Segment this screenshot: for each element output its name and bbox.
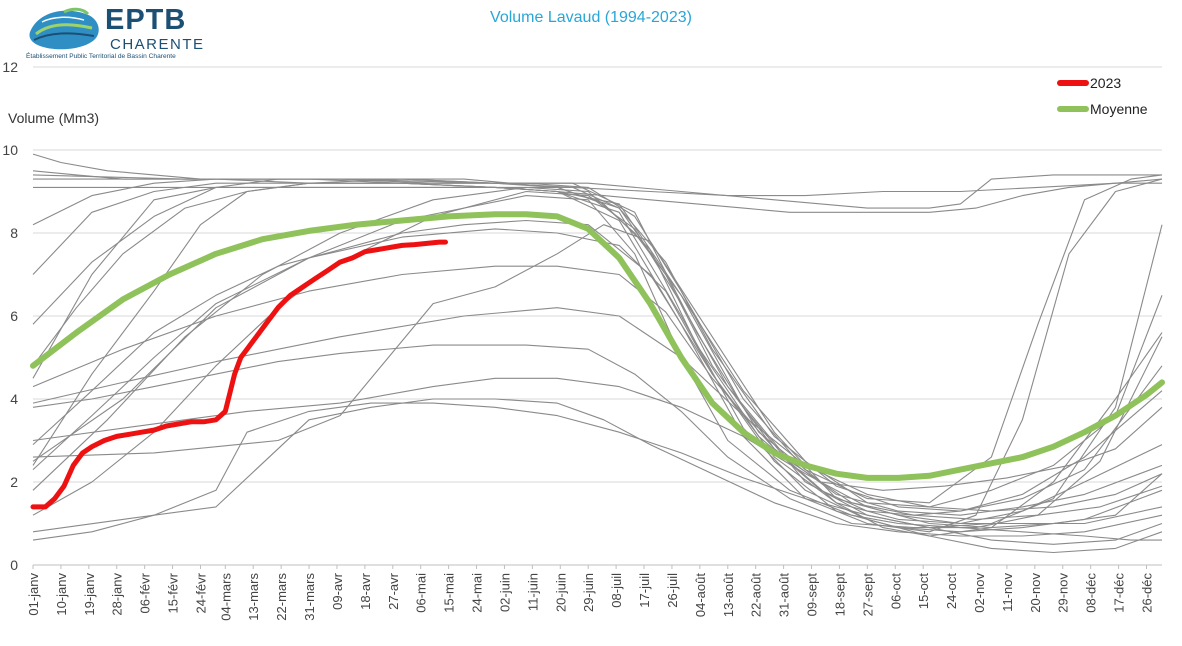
historical-year-line xyxy=(32,178,1163,491)
x-tick-label: 15-oct xyxy=(916,573,931,610)
x-tick-label: 11-juin xyxy=(525,573,540,611)
x-tick-label: 06-févr xyxy=(138,572,153,613)
y-tick-label: 0 xyxy=(10,557,18,573)
x-tick-label: 17-juil xyxy=(637,573,652,608)
logo-sub-text: CHARENTE xyxy=(110,36,205,53)
x-tick-label: 04-mars xyxy=(218,573,233,621)
x-tick-label: 28-janv xyxy=(110,573,125,616)
y-tick-label: 6 xyxy=(10,308,18,324)
x-tick-label: 09-sept xyxy=(805,573,820,617)
x-tick-label: 02-juin xyxy=(497,573,512,612)
x-tick-label: 31-mars xyxy=(302,573,317,621)
x-tick-label: 29-juin xyxy=(581,573,596,612)
x-tick-label: 18-sept xyxy=(832,573,847,617)
x-tick-label: 18-avr xyxy=(358,572,373,610)
chart-title: Volume Lavaud (1994-2023) xyxy=(490,9,692,26)
historical-year-line xyxy=(32,186,1163,554)
x-tick-label: 08-juil xyxy=(609,573,624,608)
x-tick-label: 13-mars xyxy=(246,573,261,621)
x-tick-label: 26-déc xyxy=(1139,573,1154,613)
historical-year-line xyxy=(32,402,1163,545)
x-tick-label: 15-mai xyxy=(442,573,457,613)
historical-year-line xyxy=(32,195,1162,541)
y-tick-label: 4 xyxy=(10,391,18,407)
x-tick-labels: 01-janv 10-janv 19-janv 28-janv 06-févr 15-fé… xyxy=(26,565,1154,621)
x-tick-label: 20-nov xyxy=(1028,573,1043,613)
y-axis-label: Volume (Mm3) xyxy=(8,110,100,126)
historical-year-line xyxy=(32,190,1163,520)
x-tick-label: 24-oct xyxy=(944,573,959,610)
logo-wave-icon xyxy=(29,7,99,50)
logo-main-text: EPTB xyxy=(105,4,187,36)
legend: 2023 Moyenne xyxy=(1057,75,1148,117)
y-tick-label: 12 xyxy=(2,59,18,75)
x-tick-label: 17-déc xyxy=(1112,573,1127,613)
historical-year-line xyxy=(32,377,1163,529)
historical-series xyxy=(32,153,1163,554)
y-tick-labels: 0 2 4 6 8 10 12 xyxy=(2,59,18,573)
x-tick-label: 09-avr xyxy=(330,572,345,610)
x-tick-label: 15-févr xyxy=(166,572,181,613)
legend-label: 2023 xyxy=(1090,75,1121,91)
x-tick-label: 20-juin xyxy=(553,573,568,612)
y-tick-label: 2 xyxy=(10,474,18,490)
historical-year-line xyxy=(32,170,1163,504)
x-tick-label: 22-mars xyxy=(274,573,289,621)
historical-year-line xyxy=(32,336,1163,529)
historical-year-line xyxy=(32,265,1163,516)
historical-year-line xyxy=(32,219,1163,533)
x-tick-label: 08-déc xyxy=(1084,573,1099,613)
grid-lines xyxy=(33,66,1162,566)
x-tick-label: 27-avr xyxy=(386,572,401,610)
x-tick-label: 26-juil xyxy=(665,573,680,608)
series-2023-line xyxy=(30,239,448,510)
x-tick-label: 02-nov xyxy=(972,573,987,613)
historical-year-line xyxy=(32,224,1163,525)
x-tick-label: 29-nov xyxy=(1056,573,1071,613)
x-tick-label: 04-août xyxy=(693,573,708,617)
historical-year-line xyxy=(32,178,1163,512)
logo-caption: Établissement Public Territorial de Bass… xyxy=(26,53,176,60)
historical-year-line xyxy=(32,178,1163,533)
x-tick-label: 01-janv xyxy=(26,573,41,616)
x-tick-label: 31-août xyxy=(777,573,792,617)
historical-year-line xyxy=(33,178,1162,197)
x-tick-label: 10-janv xyxy=(54,573,69,616)
x-tick-label: 06-mai xyxy=(414,573,429,613)
y-tick-label: 10 xyxy=(2,142,18,158)
y-tick-label: 8 xyxy=(10,225,18,241)
x-tick-label: 27-sept xyxy=(860,573,875,617)
x-tick-label: 19-janv xyxy=(82,573,97,616)
x-tick-label: 11-nov xyxy=(1000,573,1015,612)
historical-year-line xyxy=(32,307,1163,512)
series-moyenne-line xyxy=(30,211,1165,481)
eptb-charente-logo: EPTB CHARENTE Établissement Public Terri… xyxy=(26,4,206,64)
x-tick-label: 24-févr xyxy=(193,572,208,613)
legend-label: Moyenne xyxy=(1090,101,1148,117)
x-tick-label: 06-oct xyxy=(888,573,903,610)
x-tick-label: 13-août xyxy=(721,573,736,617)
x-tick-label: 22-août xyxy=(749,573,764,617)
x-tick-label: 24-mai xyxy=(470,573,485,613)
highlighted-series xyxy=(30,211,1165,510)
